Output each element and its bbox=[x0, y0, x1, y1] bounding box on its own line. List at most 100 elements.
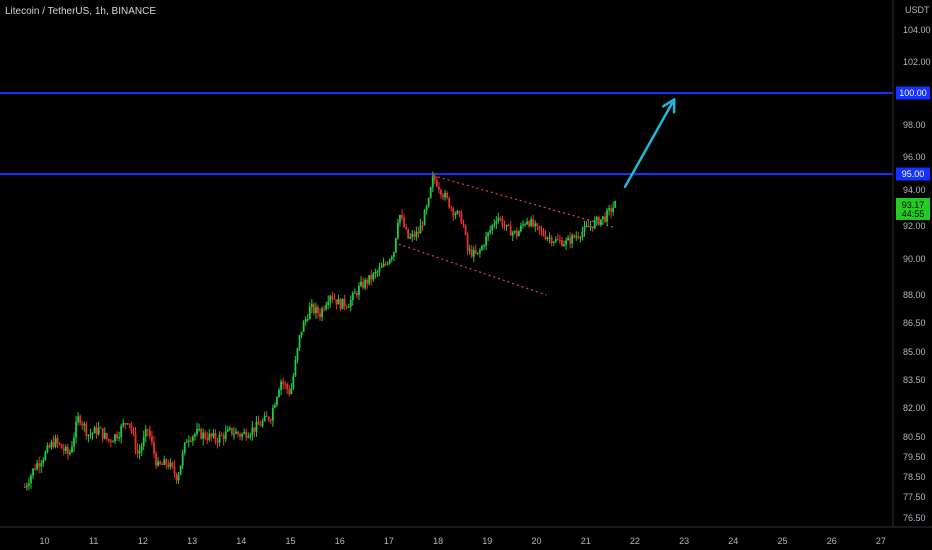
candle-down bbox=[573, 235, 576, 238]
y-tick-label: 90.00 bbox=[903, 254, 926, 264]
candle-down bbox=[56, 437, 59, 443]
candle-up bbox=[308, 307, 311, 320]
candle-down bbox=[452, 208, 455, 216]
candle-up bbox=[347, 306, 350, 308]
candle-up bbox=[138, 451, 141, 454]
candle-up bbox=[481, 245, 483, 251]
candle-down bbox=[446, 193, 449, 198]
candle-down bbox=[597, 217, 600, 225]
x-tick-label: 17 bbox=[384, 536, 394, 546]
candle-down bbox=[591, 226, 594, 229]
candle-up bbox=[472, 249, 475, 257]
candle-down bbox=[220, 434, 223, 436]
y-tick-label: 79.50 bbox=[903, 452, 926, 462]
candle-down bbox=[230, 427, 233, 435]
candle-up bbox=[292, 375, 295, 389]
candle-up bbox=[534, 223, 537, 227]
candle-down bbox=[34, 468, 36, 470]
candle-up bbox=[513, 230, 516, 233]
candle-down bbox=[136, 449, 139, 454]
candle-down bbox=[101, 428, 104, 439]
time-axis: 10 11 12 13 14 15 16 17 18 19 20 21 22 23 24 25 26 27 bbox=[39, 536, 885, 546]
candle-up bbox=[614, 200, 617, 208]
candle-up bbox=[392, 252, 395, 257]
candle-down bbox=[366, 279, 369, 284]
candle-down bbox=[189, 440, 192, 442]
candle-down bbox=[384, 263, 387, 265]
candle-down bbox=[214, 433, 217, 441]
candle-up bbox=[40, 463, 43, 467]
candle-up bbox=[585, 225, 588, 227]
candle-up bbox=[386, 263, 389, 265]
candle-up bbox=[181, 452, 184, 466]
candle-down bbox=[38, 463, 41, 467]
candle-up bbox=[187, 440, 190, 442]
level-badge-label: 100.00 bbox=[899, 88, 927, 98]
candle-up bbox=[118, 437, 121, 439]
candle-up bbox=[261, 420, 264, 426]
candle-up bbox=[372, 273, 375, 280]
candle-up bbox=[122, 423, 125, 427]
candle-up bbox=[46, 445, 49, 452]
candle-down bbox=[66, 446, 69, 454]
candle-up bbox=[144, 429, 147, 437]
currency-label: USDT bbox=[905, 5, 930, 15]
candle-up bbox=[251, 427, 254, 435]
candle-down bbox=[417, 231, 420, 234]
candle-up bbox=[157, 461, 159, 466]
candle-down bbox=[257, 421, 260, 425]
candle-up bbox=[565, 240, 567, 245]
candle-down bbox=[550, 237, 553, 244]
candle-down bbox=[499, 217, 502, 219]
candle-down bbox=[265, 415, 268, 418]
candle-down bbox=[216, 440, 219, 443]
candle-down bbox=[435, 180, 438, 187]
candle-up bbox=[606, 210, 608, 222]
candle-down bbox=[79, 416, 82, 424]
candle-up bbox=[497, 217, 500, 221]
x-tick-label: 10 bbox=[39, 536, 49, 546]
candle-up bbox=[36, 463, 39, 470]
candle-down bbox=[312, 304, 315, 313]
candle-up bbox=[530, 219, 533, 227]
candle-up bbox=[247, 436, 250, 438]
candle-up bbox=[310, 304, 313, 308]
candle-up bbox=[526, 221, 528, 225]
candle-down bbox=[569, 237, 572, 244]
candle-up bbox=[243, 431, 246, 434]
candle-down bbox=[604, 216, 606, 222]
candle-down bbox=[317, 307, 319, 314]
candle-down bbox=[331, 296, 334, 299]
x-tick-label: 14 bbox=[236, 536, 246, 546]
candle-down bbox=[204, 432, 207, 438]
y-tick-label: 104.00 bbox=[903, 25, 931, 35]
candle-up bbox=[351, 292, 354, 300]
descending-channel bbox=[398, 175, 616, 296]
candle-up bbox=[93, 427, 96, 434]
candle-up bbox=[329, 296, 332, 302]
candle-down bbox=[173, 466, 176, 474]
candle-up bbox=[255, 421, 258, 432]
candle-up bbox=[71, 446, 73, 453]
x-tick-label: 12 bbox=[138, 536, 148, 546]
candle-up bbox=[571, 235, 574, 244]
level-badge bbox=[896, 167, 930, 181]
candle-up bbox=[183, 442, 186, 453]
candle-up bbox=[126, 423, 129, 425]
y-tick-label: 92.00 bbox=[903, 221, 926, 231]
candle-down bbox=[237, 431, 239, 435]
candle-up bbox=[298, 335, 301, 349]
y-tick-label: 96.00 bbox=[903, 152, 926, 162]
candle-up bbox=[28, 483, 30, 486]
candle-down bbox=[282, 381, 285, 384]
candle-down bbox=[165, 459, 168, 465]
x-tick-label: 22 bbox=[630, 536, 640, 546]
candle-up bbox=[431, 176, 434, 188]
candle-up bbox=[54, 437, 57, 447]
candle-down bbox=[501, 218, 504, 227]
candle-up bbox=[599, 219, 602, 225]
candle-up bbox=[233, 433, 235, 435]
candle-up bbox=[87, 434, 90, 436]
candle-down bbox=[421, 225, 424, 227]
